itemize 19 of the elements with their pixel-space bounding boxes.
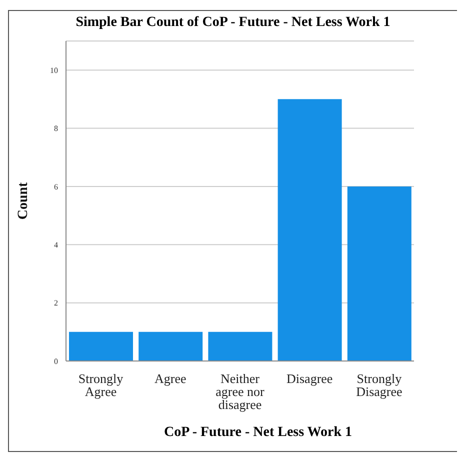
x-axis-title: CoP - Future - Net Less Work 1 [162, 424, 354, 442]
x-tick-label: Disagree [286, 371, 333, 386]
bar [138, 332, 203, 361]
x-tick-label: Strongly Disagree [356, 371, 403, 399]
y-tick-label: 6 [54, 182, 58, 192]
x-tick-label: Neither agree nor disagree [216, 371, 266, 412]
y-tick-label: 10 [50, 66, 58, 75]
y-tick-label: 2 [54, 298, 58, 308]
y-tick-label: 4 [54, 240, 58, 250]
y-axis-title: Count [16, 182, 31, 220]
bar [69, 332, 133, 361]
x-tick-label: Agree [154, 371, 187, 386]
y-tick-label: 8 [54, 124, 58, 134]
bar [347, 186, 412, 361]
y-tick-label: 0 [54, 356, 58, 366]
bar [278, 99, 342, 361]
chart-title: Simple Bar Count of CoP - Future - Net Less Work 1 [74, 15, 392, 31]
bar [208, 332, 272, 361]
x-tick-label: Strongly Agree [78, 371, 124, 399]
